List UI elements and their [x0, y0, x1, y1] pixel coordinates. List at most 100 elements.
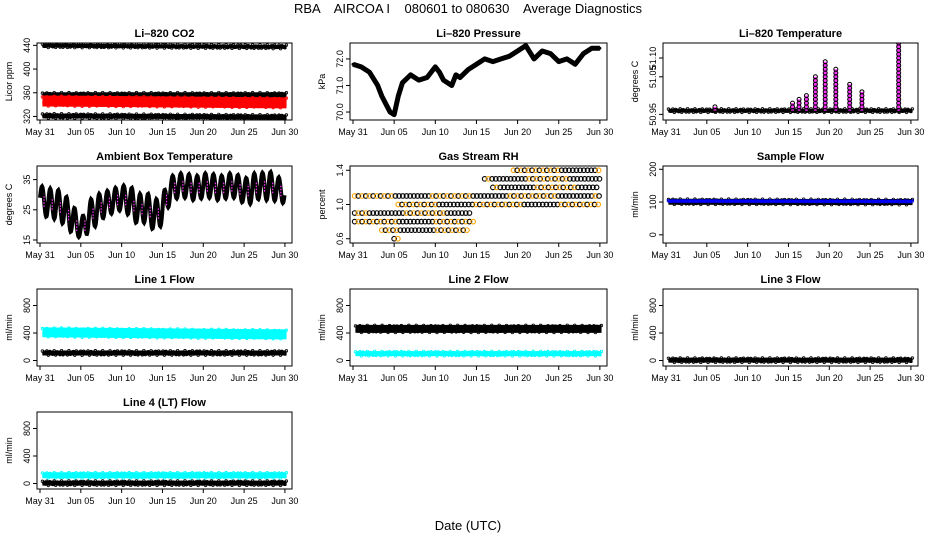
data-point	[105, 113, 109, 117]
data-point	[869, 107, 873, 111]
data-point	[158, 101, 162, 106]
y-axis-label: ml/min	[4, 314, 14, 341]
plot-area	[38, 168, 287, 241]
data-point	[592, 175, 599, 182]
data-point	[137, 480, 142, 485]
data-point	[125, 45, 130, 49]
data-point	[175, 95, 180, 99]
data-point	[675, 199, 679, 203]
data-point	[162, 483, 167, 488]
data-point	[691, 360, 696, 364]
data-point	[835, 197, 840, 202]
data-point	[535, 325, 540, 330]
data-point	[73, 104, 77, 108]
data-point	[118, 474, 123, 478]
data-point	[170, 483, 174, 487]
data-point	[470, 193, 477, 199]
data-point	[453, 351, 457, 355]
data-point	[187, 480, 192, 484]
data-point	[879, 199, 884, 203]
data-point	[558, 349, 562, 354]
data-point	[181, 104, 186, 109]
series-1	[40, 348, 289, 357]
data-point	[209, 112, 214, 117]
data-point	[395, 324, 399, 328]
data-point	[84, 101, 89, 106]
data-point	[278, 46, 283, 51]
data-point	[237, 353, 242, 357]
data-point	[538, 349, 543, 354]
data-point	[118, 101, 123, 105]
data-point	[374, 210, 380, 216]
data-point	[228, 97, 233, 101]
data-point	[875, 359, 879, 364]
data-point	[178, 480, 183, 485]
data-point	[199, 45, 203, 49]
data-point	[810, 199, 815, 204]
data-point	[750, 199, 754, 203]
data-point	[447, 353, 451, 357]
data-point	[580, 349, 584, 354]
data-point	[123, 327, 127, 332]
y-tick-label: 35	[22, 175, 32, 185]
data-point	[374, 193, 380, 199]
data-point	[694, 199, 699, 204]
data-point	[230, 336, 234, 341]
data-point	[105, 480, 109, 484]
data-point	[392, 210, 399, 216]
data-point	[835, 356, 840, 360]
data-point	[234, 101, 239, 106]
data-point	[747, 110, 751, 115]
data-point	[386, 227, 393, 234]
data-point	[42, 474, 46, 478]
data-point	[403, 218, 410, 225]
data-point	[425, 76, 429, 80]
data-point	[180, 330, 184, 334]
data-point	[771, 199, 775, 203]
data-point	[567, 184, 574, 191]
data-point	[158, 482, 162, 486]
data-point	[483, 57, 487, 61]
data-point	[284, 349, 289, 353]
data-point	[84, 352, 89, 356]
series-3	[40, 111, 289, 120]
y-tick-label: 50.95	[648, 103, 658, 126]
data-point	[230, 117, 234, 120]
data-point	[196, 353, 200, 357]
data-point	[355, 328, 359, 332]
data-point	[209, 90, 214, 95]
data-point	[127, 327, 131, 331]
data-point	[262, 92, 267, 96]
data-point	[910, 107, 915, 111]
data-point	[56, 473, 61, 477]
data-point	[904, 110, 909, 115]
data-point	[834, 359, 838, 364]
data-point	[105, 329, 109, 333]
data-point	[432, 352, 436, 356]
data-point	[218, 353, 222, 357]
data-point	[510, 354, 515, 358]
data-point	[709, 199, 713, 203]
data-point	[202, 471, 206, 475]
data-point	[516, 49, 520, 53]
data-point	[92, 352, 96, 357]
data-point	[211, 117, 215, 120]
data-point	[365, 349, 370, 354]
data-point	[180, 43, 184, 48]
data-point	[199, 351, 203, 356]
data-point	[249, 104, 253, 108]
data-point	[242, 474, 246, 479]
x-tick-label: May 31	[651, 250, 681, 260]
data-point	[532, 57, 536, 61]
data-point	[206, 332, 211, 336]
data-point	[121, 483, 125, 488]
data-point	[846, 199, 850, 203]
x-tick-label: Jun 30	[271, 373, 298, 383]
data-point	[284, 91, 289, 95]
x-tick-label: Jun 15	[149, 496, 176, 506]
data-point	[365, 323, 370, 328]
y-tick-label: 25	[22, 205, 32, 215]
data-point	[531, 323, 535, 327]
data-point	[46, 335, 51, 339]
panel-frame	[36, 42, 293, 121]
